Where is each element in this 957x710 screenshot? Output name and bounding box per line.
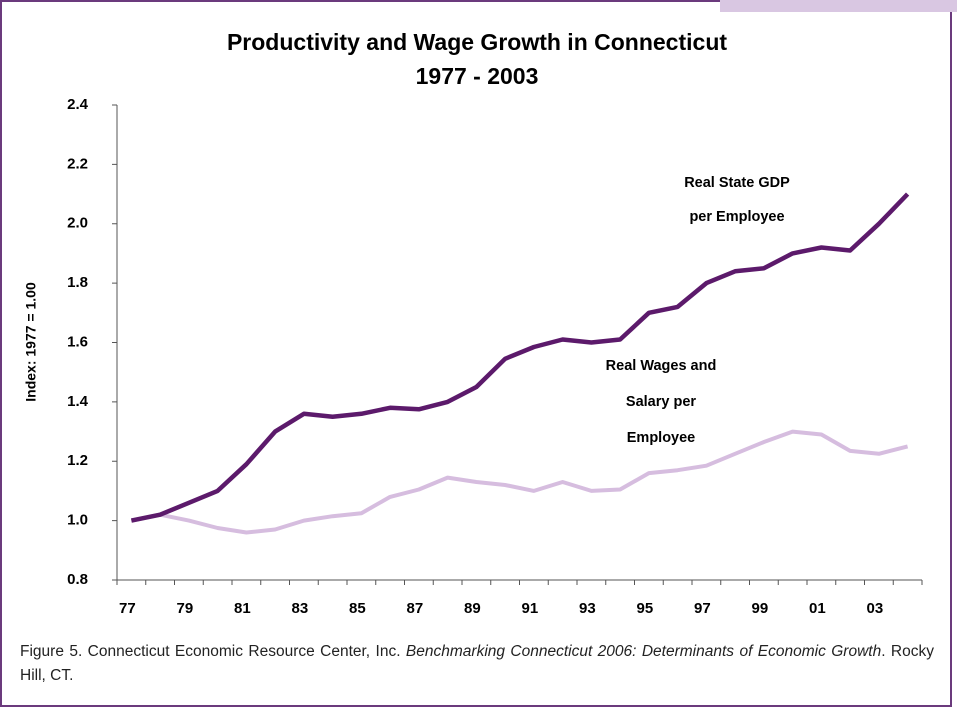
y-tick-label: 2.2 [67, 155, 88, 172]
caption-text: Figure 5. Connecticut Economic Resource … [20, 643, 406, 660]
x-tick-label: 91 [522, 600, 539, 617]
chart-title: Productivity and Wage Growth in Connecti… [227, 29, 727, 55]
tab [720, 0, 957, 12]
y-tick-label: 1.4 [67, 393, 89, 410]
caption-text: . Rocky Hill, CT. [20, 643, 934, 684]
annotation: Salary per [626, 394, 696, 410]
x-tick-label: 97 [694, 600, 711, 617]
y-tick-label: 1.8 [67, 274, 88, 291]
caption-title: Benchmarking Connecticut 2006: Determina… [405, 643, 882, 660]
series-line [130, 429, 909, 535]
y-tick-label: 1.6 [67, 333, 88, 350]
x-tick-label: 01 [809, 600, 826, 617]
x-tick-label: 93 [579, 600, 596, 617]
annotation: Real Wages and [606, 358, 717, 374]
x-tick-label: 81 [234, 600, 251, 617]
caption: Figure 5. Connecticut Economic Resource … [20, 640, 934, 688]
y-tick-label: 2.0 [67, 215, 88, 232]
x-tick-label: 79 [177, 600, 194, 617]
x-tick-label: 95 [637, 600, 654, 617]
chart-subtitle: 1977 - 2003 [416, 63, 539, 89]
annotation: per Employee [689, 209, 784, 225]
x-tick-label: 99 [752, 600, 769, 617]
x-tick-label: 83 [292, 600, 309, 617]
y-tick-label: 1.2 [67, 452, 88, 469]
y-tick-label: 1.0 [67, 512, 88, 529]
y-tick-label: 0.8 [67, 571, 88, 588]
x-tick-label: 87 [407, 600, 424, 617]
annotation: Employee [627, 430, 696, 446]
x-tick-label: 03 [867, 600, 884, 617]
x-tick-label: 77 [119, 600, 136, 617]
series-line [130, 192, 910, 523]
y-axis-label: Index: 1977 = 1.00 [23, 282, 39, 402]
annotation: Real State GDP [684, 175, 790, 191]
x-tick-label: 85 [349, 600, 366, 617]
x-tick-label: 89 [464, 600, 481, 617]
y-tick-label: 2.4 [67, 96, 89, 113]
